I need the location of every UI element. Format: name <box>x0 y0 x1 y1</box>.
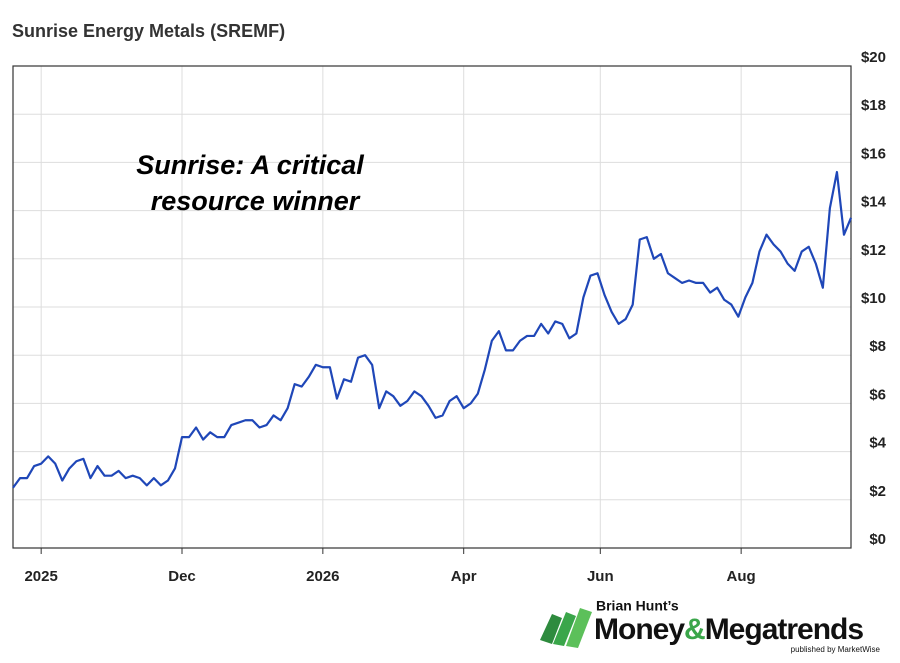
logo-name: Money&Megatrends <box>594 613 863 646</box>
logo-part: Money <box>594 613 685 646</box>
y-tick-label: $16 <box>861 145 886 162</box>
x-tick-label: Dec <box>168 568 196 585</box>
y-tick-label: $4 <box>869 435 886 452</box>
x-tick-label: Jun <box>587 568 614 585</box>
annotation: Sunrise: A critical <box>136 150 364 180</box>
y-tick-label: $14 <box>861 194 887 211</box>
chart-title: Sunrise Energy Metals (SREMF) <box>12 21 285 41</box>
logo-part: & <box>684 613 705 646</box>
x-tick-label: 2025 <box>24 568 57 585</box>
y-tick-label: $6 <box>869 386 886 403</box>
y-tick-label: $8 <box>869 338 886 355</box>
price-line <box>12 170 853 489</box>
logo-icon <box>540 608 592 648</box>
y-tick-label: $0 <box>869 531 886 548</box>
y-tick-label: $10 <box>861 290 886 307</box>
plot-frame <box>12 65 852 549</box>
annotation: resource winner <box>151 186 361 216</box>
y-tick-label: $18 <box>861 97 886 114</box>
y-tick-label: $12 <box>861 242 886 259</box>
y-tick-label: $20 <box>861 49 886 66</box>
x-tick-label: Apr <box>451 568 477 585</box>
logo-part: Megatrends <box>705 613 864 646</box>
logo-publisher: published by MarketWise <box>791 645 881 654</box>
x-tick-label: Aug <box>727 568 756 585</box>
logo-byline: Brian Hunt’s <box>596 598 679 614</box>
y-tick-label: $2 <box>869 483 886 500</box>
x-tick-label: 2026 <box>306 568 339 585</box>
